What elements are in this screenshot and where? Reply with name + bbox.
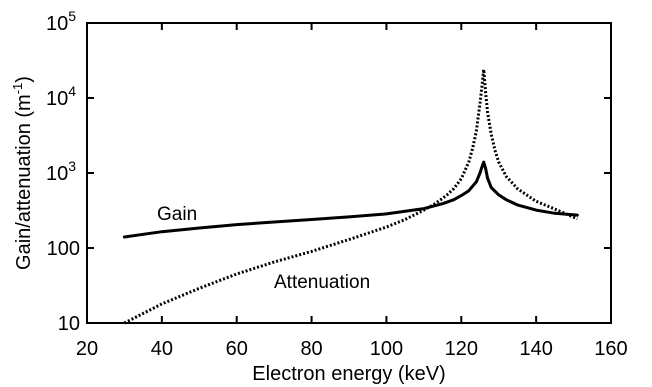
x-axis-title: Electron energy (keV) bbox=[252, 363, 445, 385]
series-label-gain: Gain bbox=[157, 204, 197, 225]
y-tick-label: 100 bbox=[47, 238, 80, 260]
y-axis-title-exponent: -1 bbox=[10, 83, 25, 95]
series-line-gain bbox=[122, 160, 579, 239]
y-axis-title-main: Gain/attenuation (m bbox=[13, 94, 35, 270]
x-tick-label: 100 bbox=[370, 338, 403, 360]
series-layer bbox=[122, 68, 579, 325]
y-tick-label: 105 bbox=[46, 8, 76, 35]
x-tick-label: 80 bbox=[300, 338, 322, 360]
y-axis-ticks: 10 100 103 104 105 bbox=[46, 8, 611, 335]
x-axis-ticks: 20 40 60 80 100 120 140 160 bbox=[76, 23, 628, 360]
y-axis-title: Gain/attenuation (m-1) bbox=[10, 76, 35, 270]
x-tick-label: 160 bbox=[594, 338, 627, 360]
y-tick-label: 10 bbox=[58, 313, 80, 335]
x-tick-label: 20 bbox=[76, 338, 98, 360]
x-tick-label: 40 bbox=[151, 338, 173, 360]
y-tick-label: 104 bbox=[46, 83, 76, 110]
y-tick-label: 103 bbox=[46, 158, 76, 185]
x-tick-label: 140 bbox=[519, 338, 552, 360]
x-tick-label: 120 bbox=[445, 338, 478, 360]
y-axis-title-close: ) bbox=[13, 76, 35, 83]
x-tick-label: 60 bbox=[226, 338, 248, 360]
series-label-attenuation: Attenuation bbox=[274, 272, 370, 293]
